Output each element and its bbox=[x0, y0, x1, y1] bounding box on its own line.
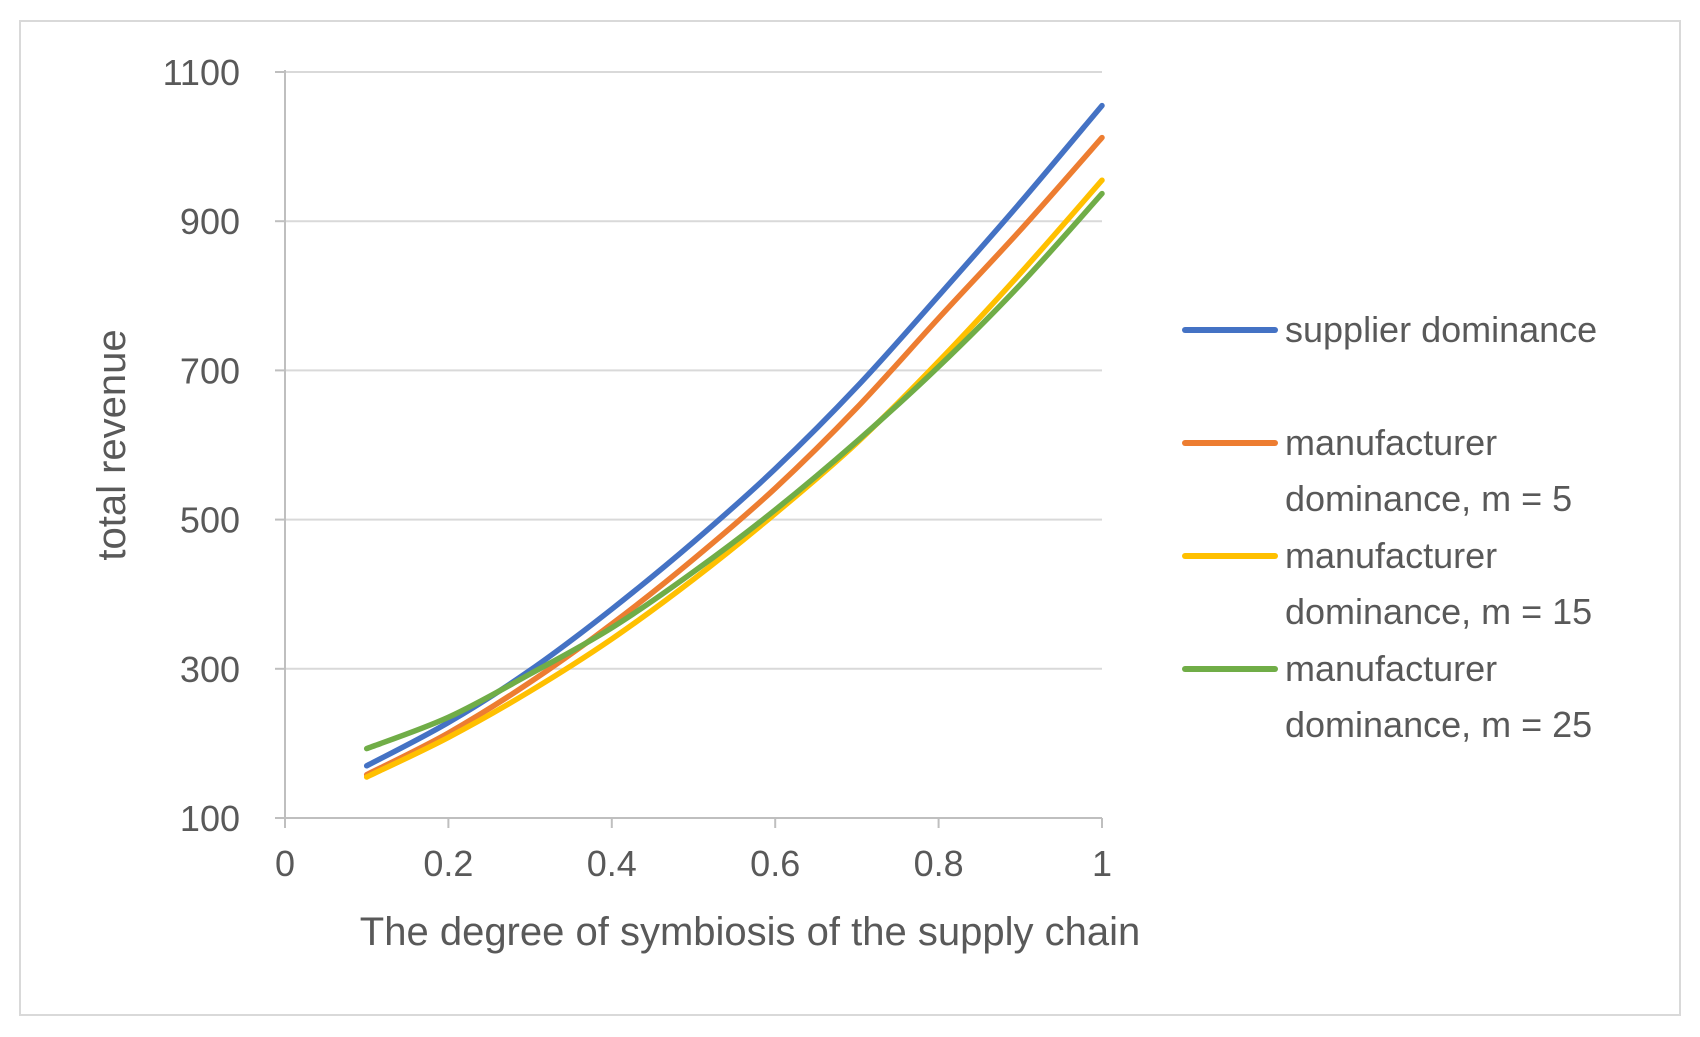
y-tick-label: 700 bbox=[180, 350, 240, 391]
y-tick-label: 500 bbox=[180, 500, 240, 541]
legend-label-4: manufacturer bbox=[1285, 648, 1497, 689]
x-tick-label: 0 bbox=[275, 843, 295, 884]
y-tick-label: 900 bbox=[180, 201, 240, 242]
x-tick-label: 1 bbox=[1092, 843, 1112, 884]
x-tick-label: 0.4 bbox=[587, 843, 637, 884]
series-line-4 bbox=[363, 190, 1105, 752]
legend-label-3: dominance, m = 15 bbox=[1285, 591, 1592, 632]
y-axis-title: total revenue bbox=[90, 329, 134, 560]
series-line-1 bbox=[363, 102, 1105, 769]
gridlines bbox=[285, 71, 1102, 670]
y-tick-label: 100 bbox=[180, 798, 240, 839]
series-line-2 bbox=[363, 134, 1105, 778]
legend-label-2: manufacturer bbox=[1285, 422, 1497, 463]
x-axis-title: The degree of symbiosis of the supply ch… bbox=[360, 910, 1140, 954]
series-line-3 bbox=[363, 177, 1105, 780]
x-tick-label: 0.2 bbox=[423, 843, 473, 884]
y-tick-label: 1100 bbox=[163, 52, 240, 93]
legend: supplier dominance manufacturer dominance,… bbox=[1182, 309, 1597, 745]
legend-label-4: dominance, m = 25 bbox=[1285, 704, 1592, 745]
y-tick-labels: 100 300 500 700 900 1100 bbox=[163, 52, 240, 839]
legend-label-3: manufacturer bbox=[1285, 535, 1497, 576]
x-tick-label: 0.8 bbox=[914, 843, 964, 884]
axes bbox=[275, 70, 1103, 828]
legend-label-2: dominance, m = 5 bbox=[1285, 478, 1572, 519]
x-tick-label: 0.6 bbox=[750, 843, 800, 884]
chart-frame bbox=[19, 20, 1681, 1016]
legend-label-1: supplier dominance bbox=[1285, 309, 1597, 350]
x-tick-labels: 0 0.2 0.4 0.6 0.8 1 bbox=[275, 843, 1112, 884]
y-tick-label: 300 bbox=[180, 649, 240, 690]
series-lines bbox=[363, 102, 1105, 780]
